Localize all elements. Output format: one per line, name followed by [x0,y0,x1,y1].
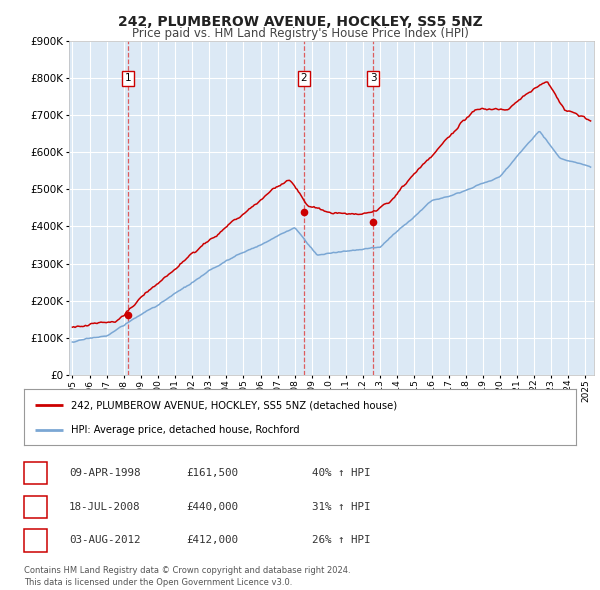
Text: 1: 1 [125,73,131,83]
Text: 26% ↑ HPI: 26% ↑ HPI [312,536,371,545]
Text: 09-APR-1998: 09-APR-1998 [69,468,140,478]
Text: 2: 2 [301,73,307,83]
Text: 1: 1 [32,468,39,478]
Text: Price paid vs. HM Land Registry's House Price Index (HPI): Price paid vs. HM Land Registry's House … [131,27,469,40]
Text: £412,000: £412,000 [186,536,238,545]
Text: 3: 3 [370,73,377,83]
Text: 03-AUG-2012: 03-AUG-2012 [69,536,140,545]
Text: 40% ↑ HPI: 40% ↑ HPI [312,468,371,478]
Text: 3: 3 [32,536,39,545]
Text: 2: 2 [32,502,39,512]
Text: Contains HM Land Registry data © Crown copyright and database right 2024.
This d: Contains HM Land Registry data © Crown c… [24,566,350,587]
Text: 18-JUL-2008: 18-JUL-2008 [69,502,140,512]
Text: 31% ↑ HPI: 31% ↑ HPI [312,502,371,512]
Text: 242, PLUMBEROW AVENUE, HOCKLEY, SS5 5NZ (detached house): 242, PLUMBEROW AVENUE, HOCKLEY, SS5 5NZ … [71,400,397,410]
Text: £161,500: £161,500 [186,468,238,478]
Text: £440,000: £440,000 [186,502,238,512]
Text: 242, PLUMBEROW AVENUE, HOCKLEY, SS5 5NZ: 242, PLUMBEROW AVENUE, HOCKLEY, SS5 5NZ [118,15,482,29]
Text: HPI: Average price, detached house, Rochford: HPI: Average price, detached house, Roch… [71,425,299,435]
